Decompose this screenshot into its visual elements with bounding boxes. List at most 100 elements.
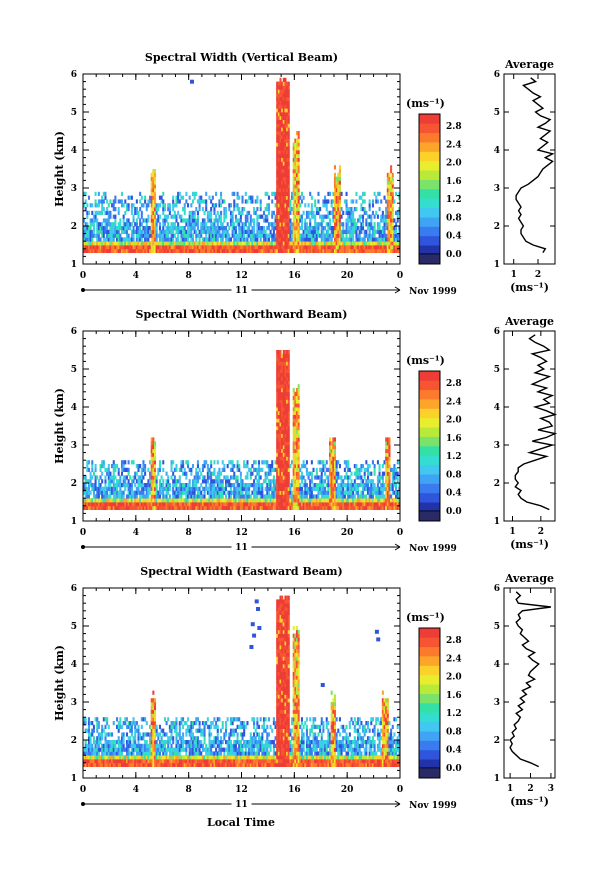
heatmap-cell — [292, 395, 295, 400]
heatmap-cell — [376, 245, 379, 250]
heatmap-cell — [380, 199, 383, 204]
heatmap-cell — [97, 210, 100, 215]
heatmap-cell — [292, 218, 295, 223]
heatmap-cell — [279, 165, 282, 170]
heatmap-cell — [294, 150, 297, 155]
heatmap-cell — [195, 233, 198, 238]
heatmap-cell — [116, 486, 119, 491]
heatmap-cell — [279, 203, 282, 208]
heatmap-cell — [277, 467, 280, 472]
heatmap-cell — [386, 210, 389, 215]
heatmap-cell — [393, 245, 396, 250]
heatmap-cell — [201, 464, 204, 469]
heatmap-cell — [102, 207, 105, 212]
heatmap-cell — [345, 460, 348, 465]
heatmap-cell — [343, 229, 346, 234]
heatmap-cell — [83, 248, 86, 253]
heatmap-cell — [253, 226, 256, 231]
heatmap-cell — [370, 490, 373, 495]
heatmap-cell — [142, 483, 145, 488]
heatmap-cell — [111, 505, 114, 510]
heatmap-cell — [396, 505, 399, 510]
heatmap-cell — [276, 426, 279, 431]
heatmap-cell — [385, 467, 388, 472]
heatmap-cell — [91, 248, 94, 253]
heatmap-cell — [253, 229, 256, 234]
heatmap-cell — [258, 245, 261, 250]
heatmap-cell — [305, 498, 308, 503]
heatmap-cell — [380, 498, 383, 503]
heatmap-cell — [324, 486, 327, 491]
heatmap-cell — [378, 207, 381, 212]
heatmap-cell — [289, 222, 292, 227]
heatmap-cell — [153, 222, 157, 227]
heatmap-cell — [286, 108, 289, 113]
heatmap-cell — [215, 191, 218, 196]
heatmap-cell — [319, 248, 322, 253]
heatmap-cell — [343, 505, 346, 510]
heatmap-cell — [111, 203, 114, 208]
heatmap-cell — [264, 498, 267, 503]
heatmap-cell — [271, 502, 274, 507]
heatmap-cell — [281, 191, 284, 196]
heatmap-cell — [173, 210, 176, 215]
heatmap-cell — [281, 410, 284, 415]
heatmap-cell — [142, 467, 145, 472]
heatmap-cell — [157, 233, 160, 238]
heatmap-cell — [226, 475, 229, 480]
heatmap-cell — [153, 237, 157, 242]
heatmap-cell — [366, 241, 370, 246]
heatmap-cell — [150, 222, 153, 227]
heatmap-cell — [329, 471, 332, 476]
heatmap-cell — [310, 229, 313, 234]
heatmap-cell — [152, 467, 155, 472]
heatmap-cell — [253, 207, 256, 212]
heatmap-cell — [282, 81, 285, 86]
heatmap-cell — [216, 505, 219, 510]
heatmap-cell — [390, 210, 393, 215]
heatmap-cell — [390, 199, 393, 204]
heatmap-cell — [272, 483, 275, 488]
heatmap-cell — [248, 245, 251, 250]
heatmap-cell — [109, 471, 112, 476]
heatmap-cell — [284, 237, 287, 242]
heatmap-cell — [107, 248, 110, 253]
heatmap-cell — [292, 180, 295, 185]
heatmap-cell — [370, 498, 373, 503]
heatmap-cell — [175, 498, 178, 503]
heatmap-cell — [185, 237, 188, 242]
heatmap-cell — [152, 498, 155, 503]
heatmap-cell — [220, 479, 223, 484]
heatmap-cell — [190, 498, 193, 503]
heatmap-cell — [286, 214, 289, 219]
heatmap-cell — [281, 184, 284, 189]
heatmap-cell — [350, 222, 353, 227]
heatmap-cell — [360, 464, 363, 469]
heatmap-cell — [120, 248, 124, 253]
heatmap-cell — [153, 490, 157, 495]
heatmap-cell — [391, 475, 394, 480]
heatmap-cell — [253, 502, 256, 507]
heatmap-cell — [117, 505, 120, 510]
heatmap-cell — [312, 226, 315, 231]
heatmap-cell — [386, 437, 389, 442]
heatmap-cell — [362, 483, 365, 488]
heatmap-cell — [226, 229, 229, 234]
heatmap-cell — [338, 172, 341, 177]
heatmap-cell — [153, 172, 157, 177]
heatmap-cell — [388, 245, 391, 250]
heatmap-cell — [125, 229, 128, 234]
heatmap-cell — [277, 237, 280, 242]
heatmap-cell — [102, 226, 105, 231]
heatmap-cell — [152, 245, 155, 250]
heatmap-cell — [317, 245, 320, 250]
heatmap-cell — [117, 241, 120, 246]
heatmap-cell — [310, 498, 313, 503]
heatmap-cell — [277, 108, 280, 113]
heatmap-cell — [297, 131, 300, 136]
heatmap-cell — [258, 233, 261, 238]
heatmap-cell — [307, 471, 310, 476]
heatmap-cell — [127, 226, 130, 231]
heatmap-cell — [310, 203, 313, 208]
